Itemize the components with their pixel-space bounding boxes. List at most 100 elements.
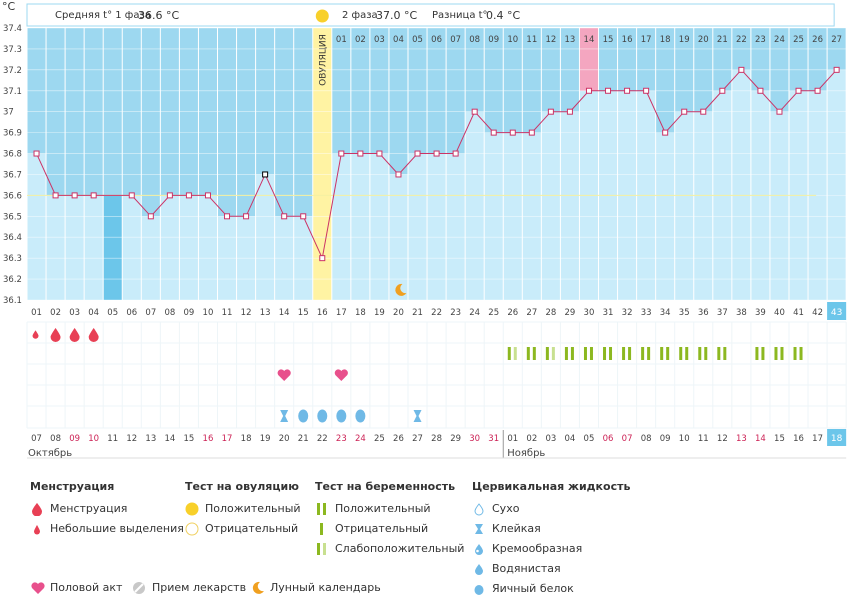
phase2-day-label: 22 — [736, 35, 747, 45]
bar-day-10 — [198, 195, 218, 300]
menstruation-drop-icon — [69, 328, 80, 342]
one-green-bar-icon — [320, 523, 323, 535]
cycle-day-label: 32 — [622, 308, 633, 318]
cycle-day-label: 26 — [507, 308, 518, 318]
y-tick-label: 36.3 — [3, 254, 22, 264]
temp-point-23 — [452, 150, 459, 157]
legend-ovulation-item: Отрицательный — [185, 519, 301, 539]
heart-icon — [277, 369, 291, 381]
egg-white-icon — [355, 409, 366, 423]
pregnancy-test-bar — [628, 347, 632, 360]
bar-day-18 — [350, 153, 370, 300]
pregnancy-test-bar — [551, 347, 555, 360]
moon-icon — [395, 283, 407, 296]
phase2-day-label: 21 — [717, 35, 728, 45]
cycle-day-label: 17 — [336, 308, 347, 318]
pregnancy-test-bar — [507, 347, 511, 360]
cycle-day-label: 14 — [279, 308, 290, 318]
faint-green-bars-icon — [317, 543, 326, 555]
pregnancy-test-bar — [793, 347, 797, 360]
temp-point-06 — [128, 192, 135, 199]
date-label: 22 — [317, 434, 328, 444]
temp-point-21 — [414, 150, 421, 157]
bar-day-35 — [674, 111, 694, 300]
pregnancy-test-bar — [761, 347, 765, 360]
date-label: 14 — [755, 434, 766, 444]
egg-white-icon — [336, 409, 347, 423]
bar-day-43 — [827, 69, 847, 300]
phase2-day-label: 09 — [488, 35, 499, 45]
diff-label: Разница t° — [432, 10, 488, 21]
legend-label: Отрицательный — [205, 522, 299, 535]
cycle-day-label: 06 — [126, 308, 137, 318]
phase2-day-label: 25 — [793, 35, 804, 45]
cycle-day-label: 10 — [203, 308, 214, 318]
date-label: 15 — [774, 434, 785, 444]
temp-point-32 — [624, 87, 631, 94]
pregnancy-test-bar — [583, 347, 587, 360]
menstruation-drop-icon — [32, 330, 39, 339]
y-tick-label: 37.1 — [3, 87, 22, 97]
phase2-day-label: 20 — [698, 35, 709, 45]
pregnancy-test-bar — [513, 347, 517, 360]
phase2-day-label: 18 — [660, 35, 671, 45]
temp-point-37 — [719, 87, 726, 94]
date-label: 28 — [431, 434, 442, 444]
date-label: 20 — [279, 434, 290, 444]
cycle-day-label: 33 — [641, 308, 652, 318]
sticky-icon — [475, 524, 483, 534]
cycle-day-label: 18 — [355, 308, 366, 318]
legend-label: Положительный — [205, 502, 301, 515]
cycle-day-label: 20 — [393, 308, 404, 318]
bar-day-22 — [427, 153, 447, 300]
temp-point-43 — [833, 66, 840, 73]
cycle-day-label: 15 — [298, 308, 309, 318]
temp-point-36 — [700, 108, 707, 115]
pregnancy-test-bar — [666, 347, 670, 360]
date-label: 23 — [336, 434, 347, 444]
bar-day-29 — [560, 111, 580, 300]
bar-day-19 — [369, 153, 389, 300]
temp-point-08 — [166, 192, 173, 199]
bar-day-24 — [465, 111, 485, 300]
legend-label: Отрицательный — [335, 522, 429, 535]
pregnancy-test-bar — [780, 347, 784, 360]
bar-day-36 — [693, 111, 713, 300]
date-label: 29 — [450, 434, 461, 444]
temp-point-10 — [204, 192, 211, 199]
date-label: 13 — [145, 434, 156, 444]
cycle-day-label: 11 — [222, 308, 233, 318]
pregnancy-test-bar — [545, 347, 549, 360]
temp-point-17 — [338, 150, 345, 157]
cycle-day-label: 05 — [107, 308, 118, 318]
temp-point-27 — [528, 129, 535, 136]
legend-label: Прием лекарств — [152, 581, 247, 594]
cycle-day-label: 04 — [88, 308, 99, 318]
ovulation-sun-icon — [315, 9, 329, 23]
date-label: 27 — [412, 434, 423, 444]
cycle-day-label: 09 — [184, 308, 195, 318]
phase2-day-label: 24 — [774, 35, 785, 45]
two-green-bars-icon — [317, 503, 326, 515]
bar-day-28 — [541, 111, 561, 300]
bar-day-04 — [84, 195, 104, 300]
date-label: 09 — [69, 434, 80, 444]
date-label: 17 — [222, 434, 233, 444]
temp-point-22 — [433, 150, 440, 157]
pregnancy-test-bar — [660, 347, 664, 360]
date-label: 12 — [126, 434, 137, 444]
menstruation-drop-icon — [88, 328, 99, 342]
sticky-icon — [413, 410, 422, 422]
pregnancy-test-bar — [685, 347, 689, 360]
legend-cervical-item: Сухо — [472, 499, 630, 519]
pregnancy-test-bar — [698, 347, 702, 360]
temp-point-09 — [185, 192, 192, 199]
cycle-day-label: 35 — [679, 308, 690, 318]
day-row-bg — [27, 300, 847, 322]
phase2-day-label: 26 — [812, 35, 823, 45]
cycle-day-label: 40 — [774, 308, 785, 318]
date-label: 24 — [355, 434, 366, 444]
y-tick-label: 36.1 — [3, 296, 22, 306]
bar-day-01 — [27, 153, 47, 300]
current-day-cell — [827, 302, 847, 320]
